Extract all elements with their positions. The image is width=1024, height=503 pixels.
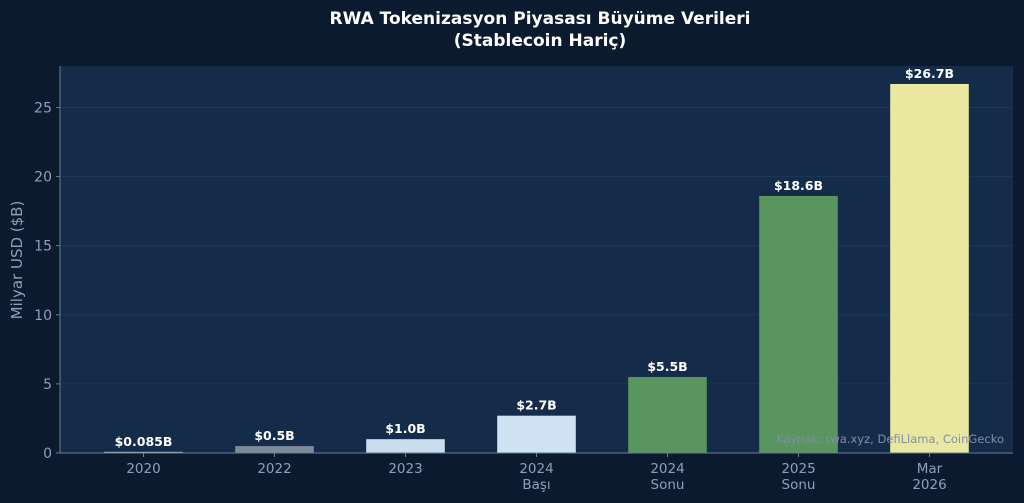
chart-title: RWA Tokenizasyon Piyasası Büyüme Veriler… bbox=[330, 9, 751, 29]
y-tick-label-20: 20 bbox=[34, 170, 52, 186]
bar-2 bbox=[366, 439, 445, 453]
value-label-0: $0.085B bbox=[115, 434, 173, 449]
source-annotation: Kaynak: rwa.xyz, DefiLlama, CoinGecko bbox=[776, 432, 1004, 446]
y-axis-label: Milyar USD ($B) bbox=[8, 201, 26, 320]
x-tick-label-1: 2022 bbox=[257, 461, 291, 477]
bar-6 bbox=[890, 83, 969, 453]
value-label-5: $18.6B bbox=[774, 178, 823, 193]
bar-5 bbox=[759, 195, 838, 453]
value-label-6: $26.7B bbox=[905, 66, 954, 81]
y-tick-labels: 0 5 10 15 20 25 bbox=[34, 100, 60, 462]
y-tick-label-0: 0 bbox=[43, 446, 52, 462]
bar-1 bbox=[235, 446, 314, 453]
y-tick-label-5: 5 bbox=[43, 377, 52, 393]
chart-subtitle: (Stablecoin Hariç) bbox=[454, 31, 627, 51]
y-tick-label-15: 15 bbox=[34, 239, 52, 255]
x-tick-label-2: 2023 bbox=[388, 461, 422, 477]
x-tick-label-5: 2025 Sonu bbox=[781, 461, 815, 493]
x-tick-label-4: 2024 Sonu bbox=[650, 461, 684, 493]
x-tick-label-6: Mar 2026 bbox=[912, 461, 946, 493]
x-tick-labels: 2020 2022 2023 2024 Başı 2024 Sonu 2025 Sonu Mar 2… bbox=[126, 453, 947, 493]
value-label-4: $5.5B bbox=[647, 359, 687, 374]
value-labels: $0.085B $0.5B $1.0B $2.7B $5.5B $18.6B $26.7B bbox=[115, 66, 954, 449]
bar-4 bbox=[628, 376, 707, 453]
grid-lines bbox=[60, 106, 1013, 385]
plot-area bbox=[60, 66, 1013, 453]
y-tick-label-25: 25 bbox=[34, 100, 52, 116]
y-tick-label-10: 10 bbox=[34, 308, 52, 324]
bar-0 bbox=[104, 451, 183, 453]
bars bbox=[104, 83, 969, 453]
x-tick-label-0: 2020 bbox=[126, 461, 160, 477]
value-label-1: $0.5B bbox=[254, 428, 294, 443]
x-tick-label-3: 2024 Başı bbox=[519, 461, 553, 493]
value-label-2: $1.0B bbox=[385, 421, 425, 436]
value-label-3: $2.7B bbox=[516, 398, 556, 413]
bar-3 bbox=[497, 415, 576, 453]
